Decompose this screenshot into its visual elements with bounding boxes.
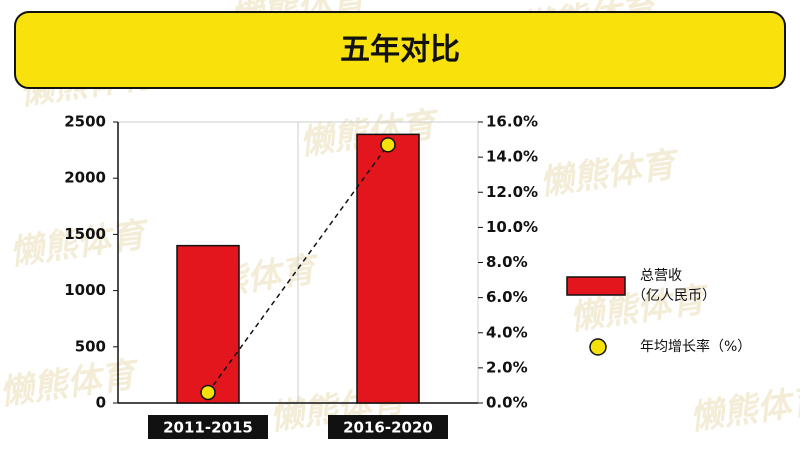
y2-tick-label: 2.0% — [486, 358, 528, 376]
watermark: 懒熊体育 — [537, 144, 682, 203]
y-tick-label: 0 — [96, 394, 106, 412]
x-label-bg — [148, 415, 268, 439]
point — [380, 137, 396, 153]
bar — [356, 133, 420, 404]
y2-tick-label: 12.0% — [486, 183, 538, 201]
legend-swatch — [566, 276, 626, 296]
y-tick-label: 500 — [75, 337, 106, 355]
x-tick-label: 2016-2020 — [343, 419, 433, 437]
y2-tick-label: 14.0% — [486, 148, 538, 166]
line — [207, 144, 389, 393]
y2-tick-label: 4.0% — [486, 323, 528, 341]
point — [200, 384, 216, 401]
y-tick-label: 2500 — [64, 113, 106, 131]
title-banner — [14, 11, 786, 89]
y2-tick-label: 16.0% — [486, 113, 538, 131]
legend-swatch — [589, 338, 607, 356]
y2-tick-label: 8.0% — [486, 253, 528, 271]
y2-tick-label: 10.0% — [486, 218, 538, 236]
x-label-bg — [328, 415, 448, 439]
y2-tick-label: 6.0% — [486, 288, 528, 306]
watermark: 懒熊体育 — [687, 379, 800, 438]
y-tick-label: 2000 — [64, 169, 106, 187]
legend-label: 年均增长率（%） — [640, 338, 751, 355]
y2-tick-label: 0.0% — [486, 394, 528, 412]
legend-label: 总营收 — [640, 268, 682, 284]
watermark: 懒熊体育 — [0, 354, 142, 413]
chart-title: 五年对比 — [340, 33, 460, 68]
bar — [176, 244, 240, 404]
y-tick-label: 1500 — [64, 225, 106, 243]
watermark: 懒熊体育 — [7, 214, 152, 273]
x-tick-label: 2011-2015 — [163, 419, 253, 437]
legend-unit: （亿人民币） — [632, 288, 716, 304]
y-tick-label: 1000 — [64, 281, 106, 299]
